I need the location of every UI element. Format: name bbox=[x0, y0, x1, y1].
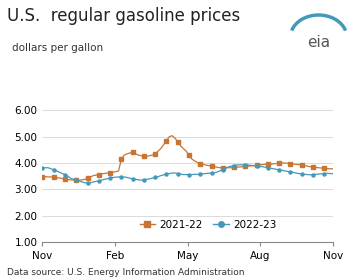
Text: dollars per gallon: dollars per gallon bbox=[12, 43, 103, 53]
Legend: 2021-22, 2022-23: 2021-22, 2022-23 bbox=[135, 215, 280, 234]
Text: Data source: U.S. Energy Information Administration: Data source: U.S. Energy Information Adm… bbox=[7, 268, 245, 277]
Text: U.S.  regular gasoline prices: U.S. regular gasoline prices bbox=[7, 7, 240, 25]
Text: eia: eia bbox=[307, 35, 330, 50]
